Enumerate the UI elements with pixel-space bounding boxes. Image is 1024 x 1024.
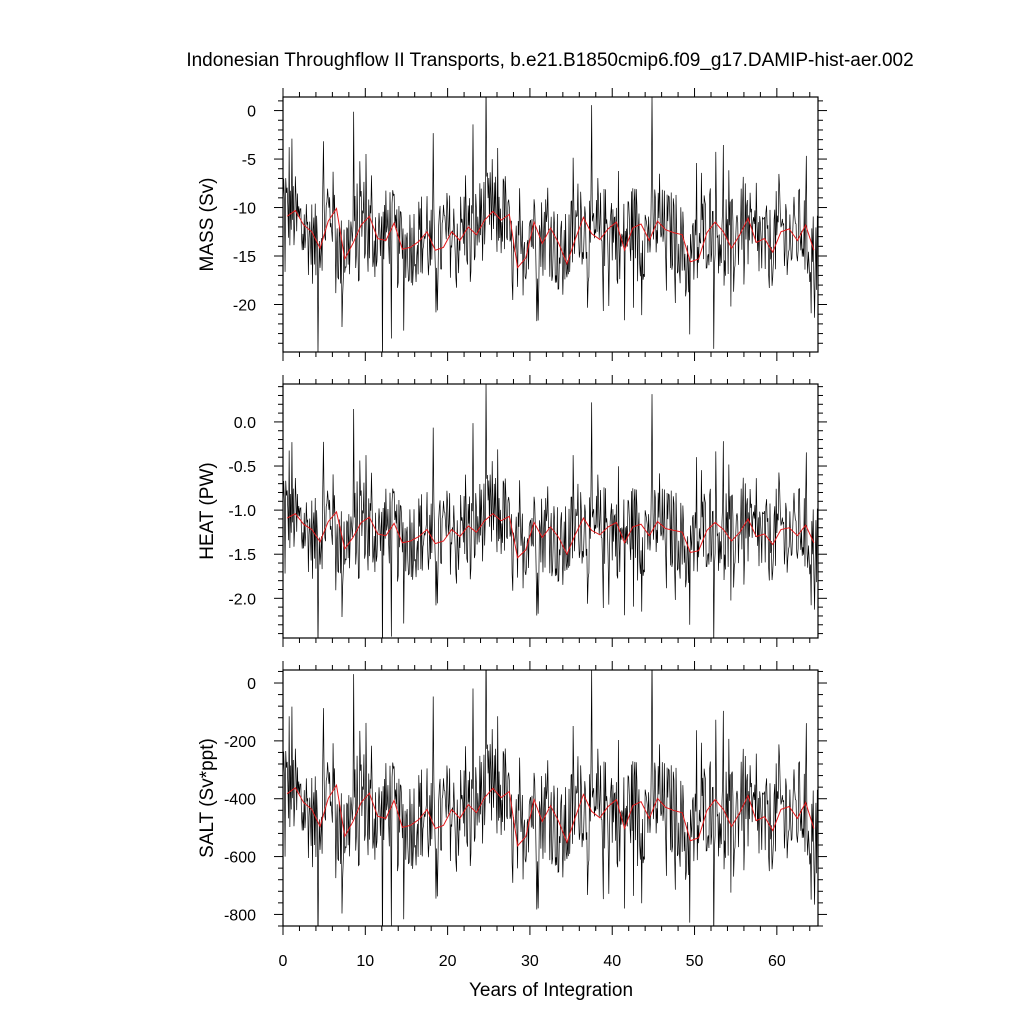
chart-title: Indonesian Throughflow II Transports, b.… bbox=[186, 50, 913, 71]
annual-mean-line bbox=[286, 510, 815, 559]
y-tick-label: -2.0 bbox=[228, 591, 256, 608]
monthly-series-line bbox=[283, 97, 818, 352]
y-tick-label: -1.0 bbox=[228, 503, 256, 520]
panels-group: 0 -5 -10 -15 -20 MASS (Sv) 0.0 -0.5 -1.0 -1.5 -2.0… bbox=[197, 88, 827, 935]
y-tick-label: -800 bbox=[224, 907, 256, 924]
y-axis-title: HEAT (PW) bbox=[197, 462, 218, 559]
y-tick-label: -1.5 bbox=[228, 547, 256, 564]
y-tick-label: -10 bbox=[233, 201, 256, 218]
x-tick-label: 30 bbox=[521, 953, 539, 970]
monthly-series-line bbox=[283, 670, 818, 926]
y-axis-title: SALT (Sv*ppt) bbox=[197, 738, 218, 858]
x-axis-title: Years of Integration bbox=[469, 980, 633, 1001]
y-tick-label: 0.0 bbox=[234, 415, 256, 432]
panel-2: 0.0 -0.5 -1.0 -1.5 -2.0 HEAT (PW) bbox=[197, 375, 827, 647]
x-tick-label: 60 bbox=[768, 953, 786, 970]
y-tick-label: -200 bbox=[224, 734, 256, 751]
plot-frame bbox=[282, 669, 819, 927]
plot-frame bbox=[282, 96, 819, 353]
x-tick-label: 50 bbox=[686, 953, 704, 970]
annual-mean-line bbox=[286, 207, 815, 269]
x-axis: 0 10 20 30 40 50 60 bbox=[279, 953, 786, 970]
y-tick-label: 0 bbox=[247, 104, 256, 121]
y-tick-label: -5 bbox=[242, 152, 256, 169]
x-tick-label: 10 bbox=[356, 953, 374, 970]
panel-1: 0 -5 -10 -15 -20 MASS (Sv) bbox=[197, 88, 827, 361]
y-axis-title: MASS (Sv) bbox=[197, 178, 218, 272]
plot-frame bbox=[282, 383, 819, 639]
annual-mean-line bbox=[286, 783, 815, 847]
y-tick-label: -600 bbox=[224, 850, 256, 867]
y-tick-label: -20 bbox=[233, 297, 256, 314]
monthly-series-line bbox=[283, 384, 818, 638]
y-tick-label: 0 bbox=[247, 676, 256, 693]
x-tick-label: 20 bbox=[439, 953, 457, 970]
x-tick-label: 0 bbox=[279, 953, 288, 970]
panel-3: 0 -200 -400 -600 -800 SALT (Sv*ppt) bbox=[197, 661, 827, 935]
y-tick-label: -15 bbox=[233, 249, 256, 266]
y-tick-label: -0.5 bbox=[228, 459, 256, 476]
y-tick-label: -400 bbox=[224, 792, 256, 809]
x-tick-label: 40 bbox=[603, 953, 621, 970]
